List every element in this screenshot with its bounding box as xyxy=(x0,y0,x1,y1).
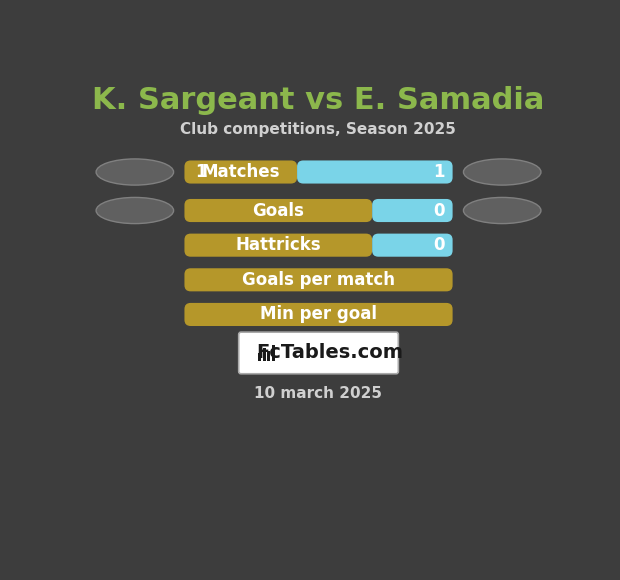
FancyBboxPatch shape xyxy=(185,303,453,326)
FancyBboxPatch shape xyxy=(185,269,453,291)
FancyBboxPatch shape xyxy=(297,161,453,183)
Bar xyxy=(267,351,270,361)
Text: 10 march 2025: 10 march 2025 xyxy=(254,386,382,401)
Text: K. Sargeant vs E. Samadia: K. Sargeant vs E. Samadia xyxy=(92,86,544,115)
Ellipse shape xyxy=(463,197,541,224)
FancyBboxPatch shape xyxy=(185,234,372,257)
Text: Min per goal: Min per goal xyxy=(260,306,377,324)
Ellipse shape xyxy=(463,159,541,185)
Text: Hattricks: Hattricks xyxy=(236,236,321,254)
FancyBboxPatch shape xyxy=(239,332,399,374)
FancyBboxPatch shape xyxy=(185,161,297,183)
Text: FcTables.com: FcTables.com xyxy=(257,343,404,362)
FancyBboxPatch shape xyxy=(372,199,453,222)
Text: 1: 1 xyxy=(195,163,207,181)
Ellipse shape xyxy=(96,197,174,224)
Text: Club competitions, Season 2025: Club competitions, Season 2025 xyxy=(180,122,456,137)
Text: 0: 0 xyxy=(433,201,445,219)
Text: Goals: Goals xyxy=(252,201,304,219)
Ellipse shape xyxy=(96,159,174,185)
Bar xyxy=(258,353,261,361)
Bar xyxy=(272,345,275,361)
Bar xyxy=(263,349,266,361)
Text: Goals per match: Goals per match xyxy=(242,271,395,289)
Text: 0: 0 xyxy=(433,236,445,254)
FancyBboxPatch shape xyxy=(372,234,453,257)
FancyBboxPatch shape xyxy=(185,199,372,222)
Text: 1: 1 xyxy=(433,163,445,181)
Text: Matches: Matches xyxy=(202,163,280,181)
